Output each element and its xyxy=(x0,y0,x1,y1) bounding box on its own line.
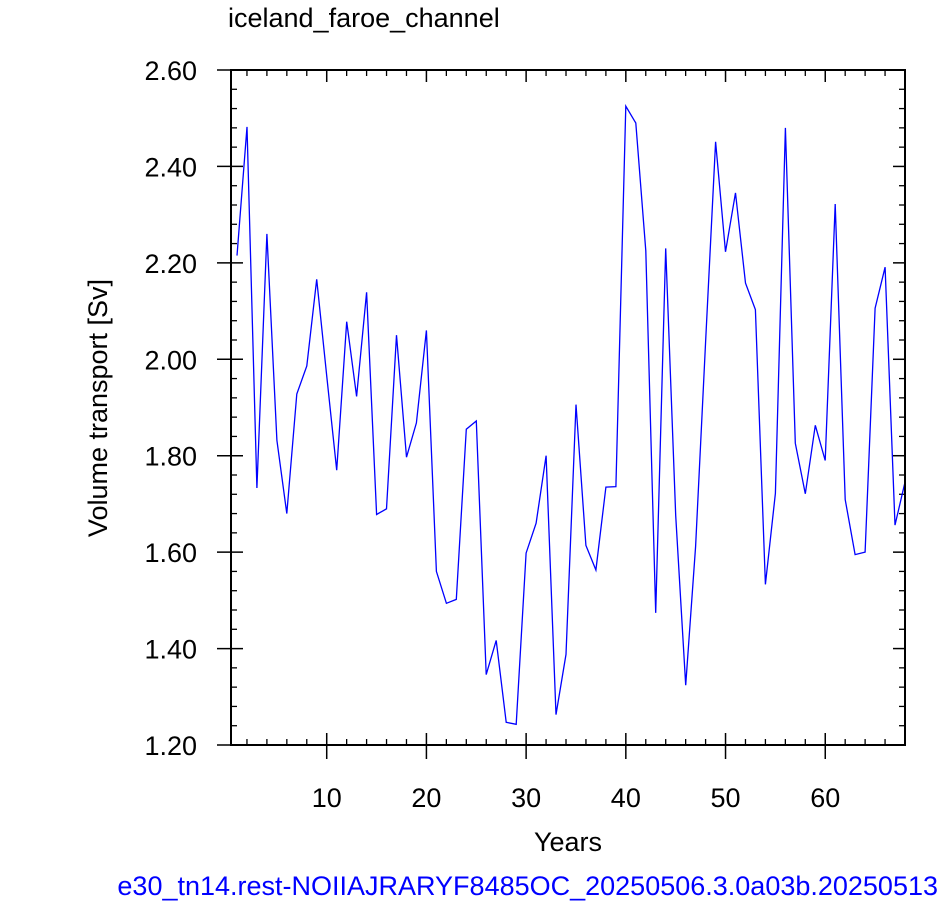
y-tick-labels: 1.20 1.40 1.60 1.80 2.00 2.20 2.40 2.60 xyxy=(144,56,197,761)
minor-ticks xyxy=(231,70,906,745)
chart-title: iceland_faroe_channel xyxy=(228,3,500,33)
y-tick-label: 1.40 xyxy=(144,635,197,665)
y-tick-label: 1.80 xyxy=(144,442,197,472)
y-tick-label: 2.20 xyxy=(144,249,197,279)
series-line xyxy=(236,103,906,726)
footer-caption: e30_tn14.rest-NOIIAJRARYF8485OC_20250506… xyxy=(0,867,944,911)
x-tick-label: 10 xyxy=(312,783,342,813)
y-tick-label: 2.00 xyxy=(144,345,197,375)
y-tick-label: 1.20 xyxy=(144,731,197,761)
x-tick-labels: 10 20 30 40 50 60 xyxy=(312,783,841,813)
plot-frame xyxy=(230,69,906,746)
x-tick-label: 30 xyxy=(511,783,541,813)
major-ticks xyxy=(217,69,905,759)
x-tick-label: 60 xyxy=(810,783,840,813)
x-axis-label: Years xyxy=(534,827,602,857)
y-tick-label: 1.60 xyxy=(144,538,197,568)
footer-caption-text: e30_tn14.rest-NOIIAJRARYF8485OC_20250506… xyxy=(117,871,938,901)
chart: iceland_faroe_channel 1.20 1.40 1.60 1.80 2.… xyxy=(83,3,906,857)
x-tick-label: 20 xyxy=(411,783,441,813)
x-tick-label: 50 xyxy=(711,783,741,813)
y-tick-label: 2.40 xyxy=(144,152,197,182)
y-axis-label: Volume transport [Sv] xyxy=(83,279,113,537)
x-tick-label: 40 xyxy=(611,783,641,813)
y-tick-label: 2.60 xyxy=(144,56,197,86)
